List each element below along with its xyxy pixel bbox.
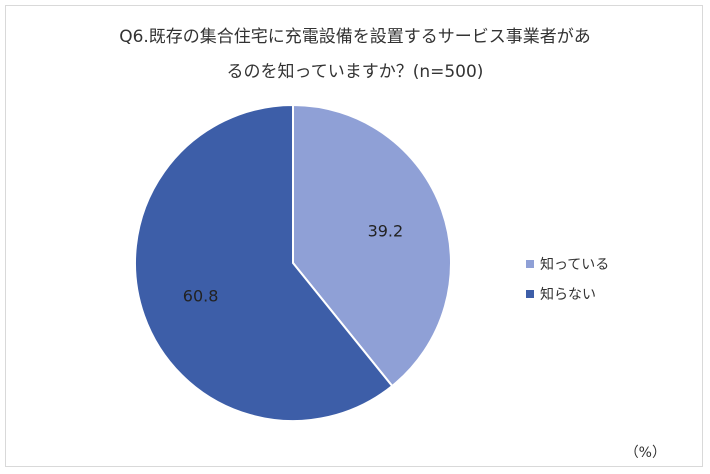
legend-swatch-known [526, 260, 534, 268]
chart-title: Q6.既存の集合住宅に充電設備を設置するサービス事業者があ るのを知っていますか… [6, 20, 704, 90]
unit-label: （%） [624, 445, 666, 461]
pie-slice-known [292, 103, 452, 388]
legend-label-known: 知っている [540, 257, 610, 273]
slice-value-label-known: 39.2 [368, 221, 404, 240]
pie-slice-unknown [134, 103, 394, 422]
chart-frame: Q6.既存の集合住宅に充電設備を設置するサービス事業者があ るのを知っていますか… [5, 5, 703, 467]
legend-item-known: 知っている [526, 254, 609, 274]
slice-value-label-unknown: 60.8 [183, 287, 219, 306]
pie-chart: 39.2 60.8 [134, 103, 452, 422]
legend-item-unknown: 知らない [526, 284, 596, 304]
chart-title-line-2: るのを知っていますか？(n=500) [226, 62, 484, 82]
legend-label-unknown: 知らない [540, 287, 596, 303]
chart-title-line-1: Q6.既存の集合住宅に充電設備を設置するサービス事業者があ [119, 27, 591, 47]
legend-swatch-unknown [526, 290, 534, 298]
